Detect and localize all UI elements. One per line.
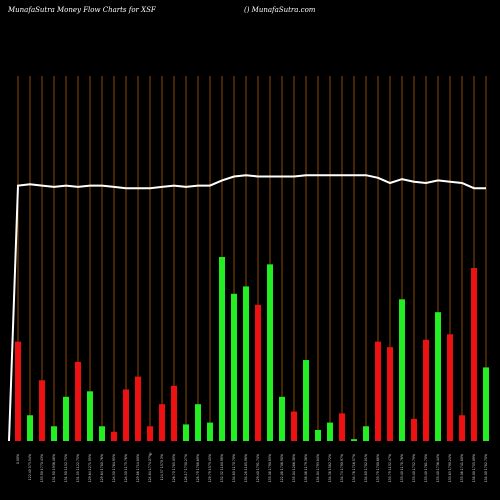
x-tick-label: 133.06 1741.80% bbox=[460, 454, 464, 482]
volume-bar bbox=[15, 341, 21, 441]
x-tick-label: 134.80 1170.70% bbox=[232, 454, 236, 482]
volume-bar bbox=[39, 380, 45, 441]
x-tick-label: 128.79 1788.69% bbox=[196, 454, 200, 482]
volume-bar bbox=[447, 334, 453, 441]
x-tick-label: 131.90 1152.75% bbox=[64, 454, 68, 482]
volume-bar bbox=[51, 426, 57, 441]
x-tick-label: 129.88 1714.80% bbox=[136, 454, 140, 482]
x-tick-label: 134.74 1790.97% bbox=[340, 454, 344, 482]
volume-bar bbox=[231, 293, 237, 441]
volume-bar bbox=[375, 341, 381, 441]
x-tick-label: 134.76 1716.57% bbox=[352, 454, 356, 482]
x-tick-label: 132.32 1180.98% bbox=[220, 454, 224, 482]
x-tick-label: 138.08 1179.38% bbox=[304, 454, 308, 482]
volume-bar bbox=[327, 422, 333, 441]
x-tick-label: 133.63 1790.24% bbox=[448, 454, 452, 482]
x-tick-label: 129.64 1271.95% bbox=[88, 454, 92, 482]
x-tick-label: 122.40 573.54% bbox=[28, 454, 32, 480]
site-credit: () MunafaSutra.com bbox=[244, 6, 316, 14]
volume-bar bbox=[411, 418, 417, 441]
volume-bar bbox=[363, 426, 369, 441]
x-tick-label: 138.00 1755.09% bbox=[472, 454, 476, 482]
x-tick-label: 133.79 1700.68% bbox=[376, 454, 380, 482]
x-tick-label: 133.90 1770.43% bbox=[40, 454, 44, 482]
volume-bar bbox=[183, 424, 189, 441]
x-tick-label: 133.40 1752.79% bbox=[412, 454, 416, 482]
volume-bar bbox=[351, 439, 357, 441]
volume-bar bbox=[219, 257, 225, 441]
volume-bar bbox=[387, 347, 393, 441]
x-tick-label: 129.40 1791.74% bbox=[256, 454, 260, 482]
x-tick-label: 134.04 1793.84% bbox=[316, 454, 320, 482]
volume-bar bbox=[339, 413, 345, 441]
x-tick-label: 134.00 1782.70% bbox=[484, 454, 488, 482]
x-tick-label: 134.80 1702.81% bbox=[364, 454, 368, 482]
chart-annotation: % bbox=[149, 452, 152, 456]
volume-bar bbox=[159, 404, 165, 441]
volume-bar bbox=[171, 385, 177, 441]
volume-bar bbox=[303, 360, 309, 441]
volume-bar bbox=[315, 429, 321, 441]
volume-bar bbox=[75, 361, 81, 441]
volume-bar bbox=[291, 411, 297, 441]
x-tick-label: 133.40 1761.70% bbox=[424, 454, 428, 482]
x-tick-label: 135.04 1286.38% bbox=[292, 454, 296, 482]
x-tick-label: 134.28 1185.98% bbox=[244, 454, 248, 482]
x-tick-label: 131.55 1122.75% bbox=[76, 454, 80, 482]
volume-bar bbox=[267, 264, 273, 441]
x-tick-label: 131.90 1936.48% bbox=[52, 454, 56, 482]
chart-title: MunafaSutra Money Flow Charts for XSF bbox=[8, 6, 156, 14]
volume-bar bbox=[111, 431, 117, 441]
volume-bar bbox=[423, 339, 429, 441]
x-tick-label: 0.00% bbox=[16, 454, 20, 464]
volume-bar bbox=[483, 367, 489, 441]
volume-bar bbox=[147, 426, 153, 441]
volume-bar bbox=[255, 304, 261, 441]
volume-bar bbox=[63, 396, 69, 441]
volume-bar bbox=[135, 376, 141, 441]
x-tick-label: 129.79 1575.45% bbox=[208, 454, 212, 482]
volume-bar bbox=[27, 415, 33, 441]
x-tick-label: 124.57 1570.3% bbox=[160, 454, 164, 480]
x-tick-label: 124.50 1764.95% bbox=[112, 454, 116, 482]
volume-bar bbox=[471, 268, 477, 441]
price-line bbox=[8, 174, 486, 442]
volume-bar bbox=[279, 396, 285, 441]
volume-bar bbox=[123, 389, 129, 441]
x-tick-label: 134.38 1582.72% bbox=[328, 454, 332, 482]
volume-bar bbox=[459, 415, 465, 441]
x-tick-label: 133.79 1152.47% bbox=[388, 454, 392, 482]
x-tick-label: 129.64 1780.76% bbox=[100, 454, 104, 482]
volume-bar bbox=[99, 426, 105, 441]
x-tick-label: 133.40 1736.44% bbox=[436, 454, 440, 482]
volume-bar bbox=[207, 422, 213, 441]
volume-bar bbox=[195, 404, 201, 441]
x-tick-label: 122.08 1706.90% bbox=[280, 454, 284, 482]
x-tick-label: 124.50 1175.76% bbox=[124, 454, 128, 482]
x-tick-label: 133.08 1790.85% bbox=[268, 454, 272, 482]
volume-bar bbox=[435, 312, 441, 441]
volume-bar bbox=[87, 391, 93, 441]
volume-bar bbox=[243, 286, 249, 441]
x-tick-label: 133.40 1178.76% bbox=[400, 454, 404, 482]
x-tick-label: 128.17 1730.27% bbox=[184, 454, 188, 482]
x-tick-label: 126.70 1785.05% bbox=[172, 454, 176, 482]
volume-bar bbox=[399, 299, 405, 441]
x-tick-label: 124.84 1774.07% bbox=[148, 454, 152, 482]
